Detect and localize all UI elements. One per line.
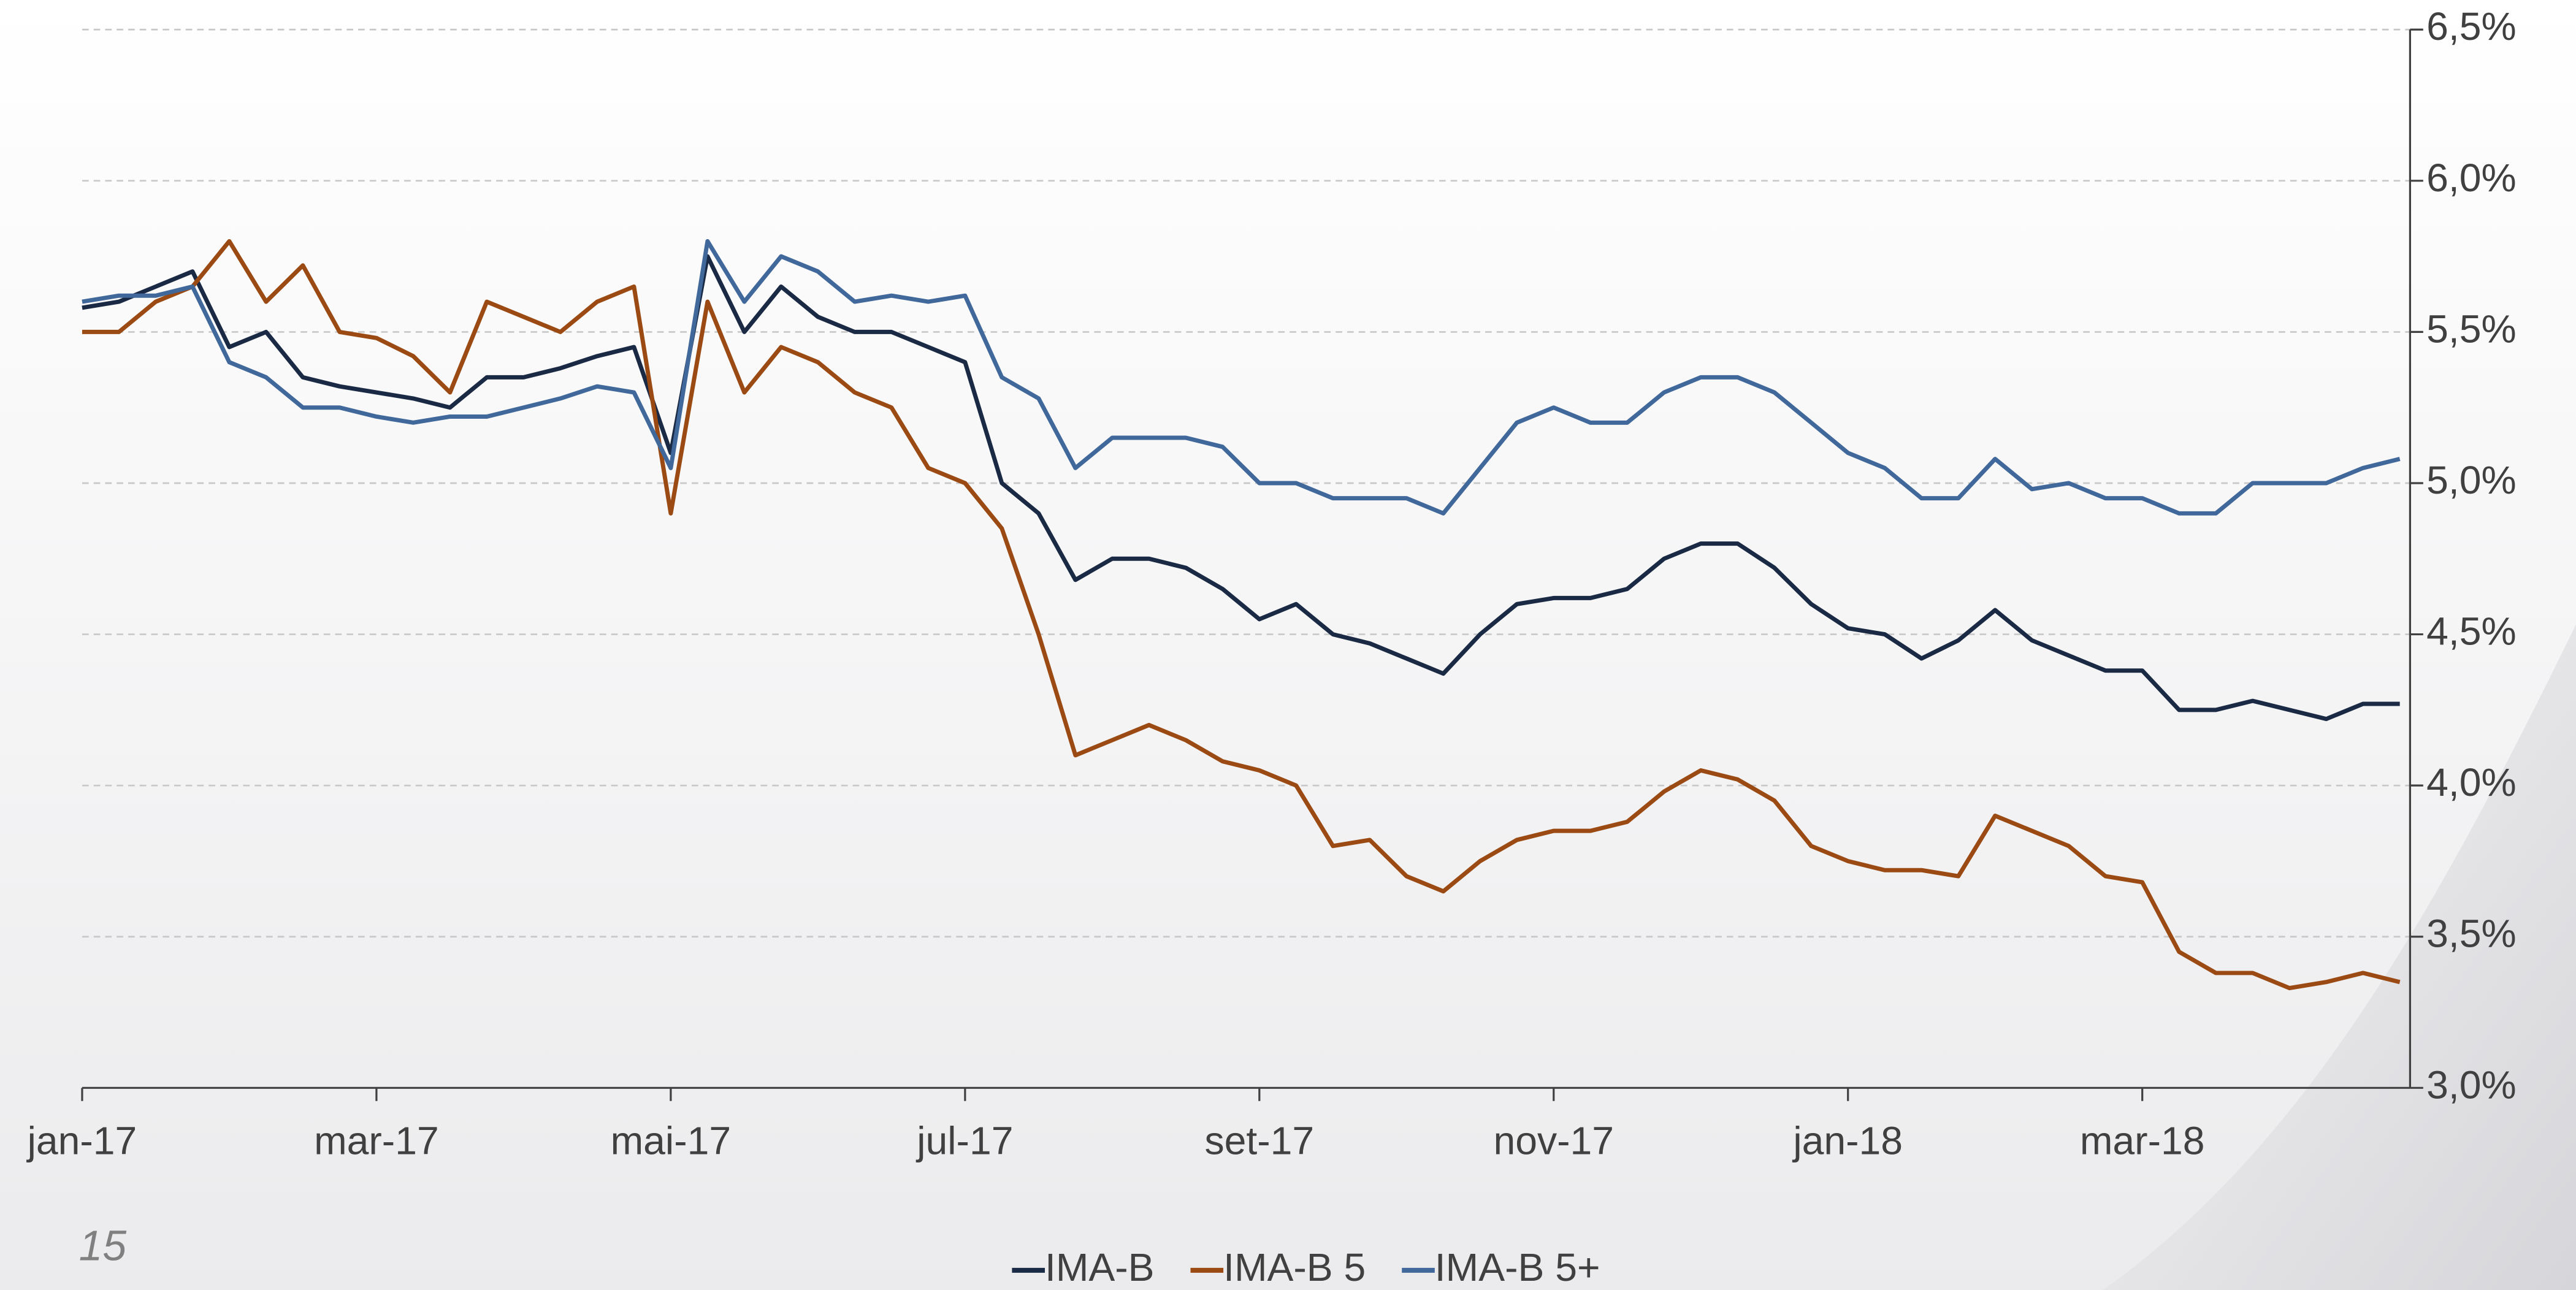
series-line (82, 239, 2401, 516)
series-line (82, 254, 2400, 722)
legend-item: IMA-B 5+ (1402, 1245, 1600, 1289)
y-tick-label: 5,5% (2426, 307, 2517, 351)
y-tick-label: 5,0% (2426, 458, 2517, 502)
y-tick-label: 4,0% (2426, 760, 2517, 804)
page-number: 15 (79, 1221, 127, 1269)
legend: IMA-B IMA-B 5 IMA-B 5+ (1012, 1245, 1600, 1289)
y-tick-label: 4,5% (2426, 609, 2517, 654)
x-tick-label: jan-17 (26, 1118, 137, 1162)
x-tick-label: set-17 (1204, 1118, 1314, 1162)
y-tick-label: 3,5% (2426, 912, 2517, 956)
x-tick-label: mar-18 (2080, 1118, 2205, 1162)
plot: 3,0% 3,5% 4,0% 4,5% 5,0% 5,5% 6,0% 6,5% jan-17 ma… (26, 4, 2517, 1289)
legend-label: IMA-B (1045, 1245, 1155, 1289)
legend-label: IMA-B 5 (1223, 1245, 1366, 1289)
y-tick-label: 6,0% (2426, 156, 2517, 200)
x-tick-label: jan-18 (1792, 1118, 1903, 1162)
x-tick-label: nov-17 (1493, 1118, 1614, 1162)
x-tick-label: mai-17 (611, 1118, 732, 1162)
legend-label: IMA-B 5+ (1435, 1245, 1600, 1289)
series-line (82, 239, 2401, 991)
x-tick-label: mar-17 (314, 1118, 439, 1162)
legend-item: IMA-B 5 (1190, 1245, 1366, 1289)
page-curl (2103, 624, 2576, 1290)
legend-item: IMA-B (1012, 1245, 1155, 1289)
y-tick-label: 6,5% (2426, 4, 2517, 48)
x-tick-label: jul-17 (915, 1118, 1013, 1162)
y-tick-label: 3,0% (2426, 1063, 2517, 1107)
